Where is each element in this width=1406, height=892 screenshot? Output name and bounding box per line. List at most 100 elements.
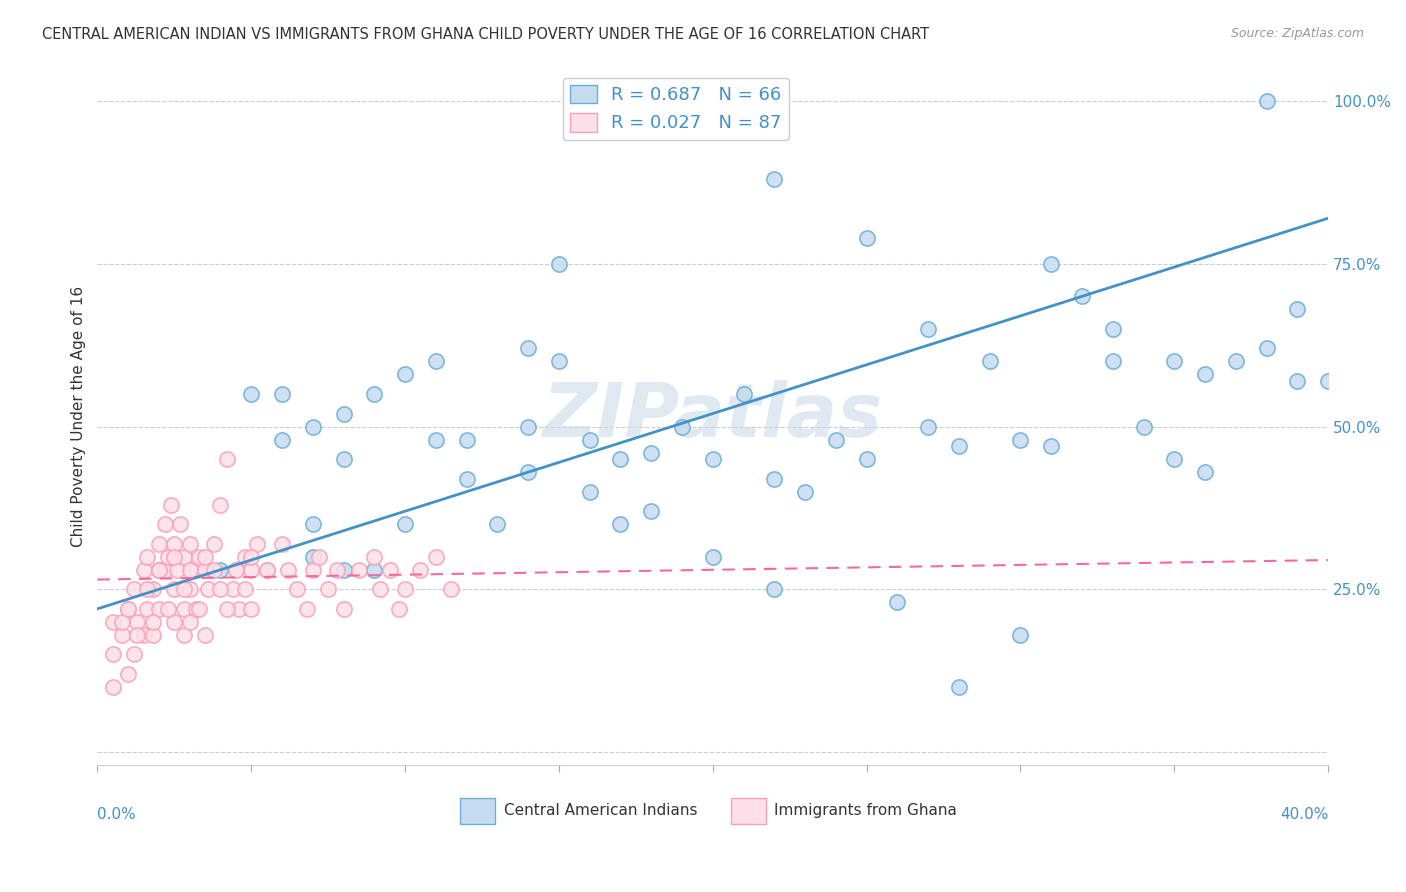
Point	[1317, 374, 1340, 388]
Point	[179, 537, 201, 551]
Point	[640, 445, 662, 459]
Point	[271, 387, 294, 401]
Point	[142, 582, 165, 597]
Point	[117, 667, 139, 681]
Point	[425, 549, 447, 564]
Point	[148, 537, 170, 551]
Point	[169, 517, 191, 532]
Point	[388, 602, 411, 616]
Point	[702, 549, 724, 564]
Point	[855, 452, 877, 467]
Point	[101, 648, 124, 662]
Point	[917, 419, 939, 434]
Point	[157, 602, 180, 616]
Point	[425, 433, 447, 447]
Point	[194, 628, 217, 642]
Point	[166, 563, 188, 577]
Point	[855, 231, 877, 245]
Point	[671, 419, 693, 434]
Point	[202, 537, 225, 551]
Point	[277, 563, 299, 577]
Point	[425, 354, 447, 368]
Point	[194, 563, 217, 577]
Point	[394, 517, 416, 532]
Point	[209, 563, 232, 577]
Point	[517, 342, 540, 356]
Point	[363, 549, 385, 564]
Point	[326, 563, 349, 577]
Point	[1163, 354, 1185, 368]
Point	[256, 563, 278, 577]
Point	[948, 680, 970, 694]
Point	[640, 504, 662, 518]
Point	[240, 563, 263, 577]
Point	[148, 563, 170, 577]
Point	[173, 582, 195, 597]
Point	[308, 549, 330, 564]
Point	[124, 648, 146, 662]
Point	[332, 407, 354, 421]
Point	[271, 537, 294, 551]
Point	[132, 563, 155, 577]
Point	[1040, 439, 1063, 453]
Point	[1132, 419, 1154, 434]
Point	[409, 563, 432, 577]
Point	[1256, 342, 1278, 356]
Point	[578, 484, 600, 499]
Point	[184, 563, 207, 577]
Point	[160, 498, 183, 512]
Point	[148, 563, 170, 577]
Point	[225, 563, 247, 577]
Point	[163, 537, 186, 551]
Point	[271, 433, 294, 447]
Point	[225, 563, 247, 577]
Point	[1010, 628, 1032, 642]
Point	[794, 484, 817, 499]
Point	[1286, 302, 1309, 317]
Point	[378, 563, 401, 577]
Bar	[460, 797, 495, 824]
Point	[209, 582, 232, 597]
Point	[173, 602, 195, 616]
Point	[117, 602, 139, 616]
Point	[197, 582, 219, 597]
Point	[173, 628, 195, 642]
Point	[240, 549, 263, 564]
Point	[233, 549, 256, 564]
Point	[187, 602, 209, 616]
Point	[209, 498, 232, 512]
Point	[347, 563, 370, 577]
Point	[179, 582, 201, 597]
Point	[763, 472, 786, 486]
Text: Immigrants from Ghana: Immigrants from Ghana	[775, 803, 957, 818]
Point	[517, 465, 540, 479]
Point	[886, 595, 908, 609]
Point	[148, 602, 170, 616]
Point	[548, 354, 571, 368]
Point	[1101, 322, 1123, 336]
Point	[332, 452, 354, 467]
Point	[135, 602, 157, 616]
Point	[440, 582, 463, 597]
Point	[153, 563, 176, 577]
Point	[486, 517, 509, 532]
Point	[295, 602, 318, 616]
Point	[363, 387, 385, 401]
Point	[1256, 94, 1278, 108]
Point	[163, 549, 186, 564]
Point	[240, 387, 263, 401]
Point	[301, 419, 323, 434]
Point	[363, 563, 385, 577]
Point	[1071, 289, 1094, 303]
Point	[1163, 452, 1185, 467]
Point	[179, 615, 201, 629]
Point	[609, 452, 631, 467]
Point	[456, 433, 478, 447]
Point	[184, 602, 207, 616]
Point	[173, 549, 195, 564]
Point	[228, 602, 250, 616]
Point	[142, 615, 165, 629]
Point	[1286, 374, 1309, 388]
Point	[124, 582, 146, 597]
Point	[979, 354, 1001, 368]
